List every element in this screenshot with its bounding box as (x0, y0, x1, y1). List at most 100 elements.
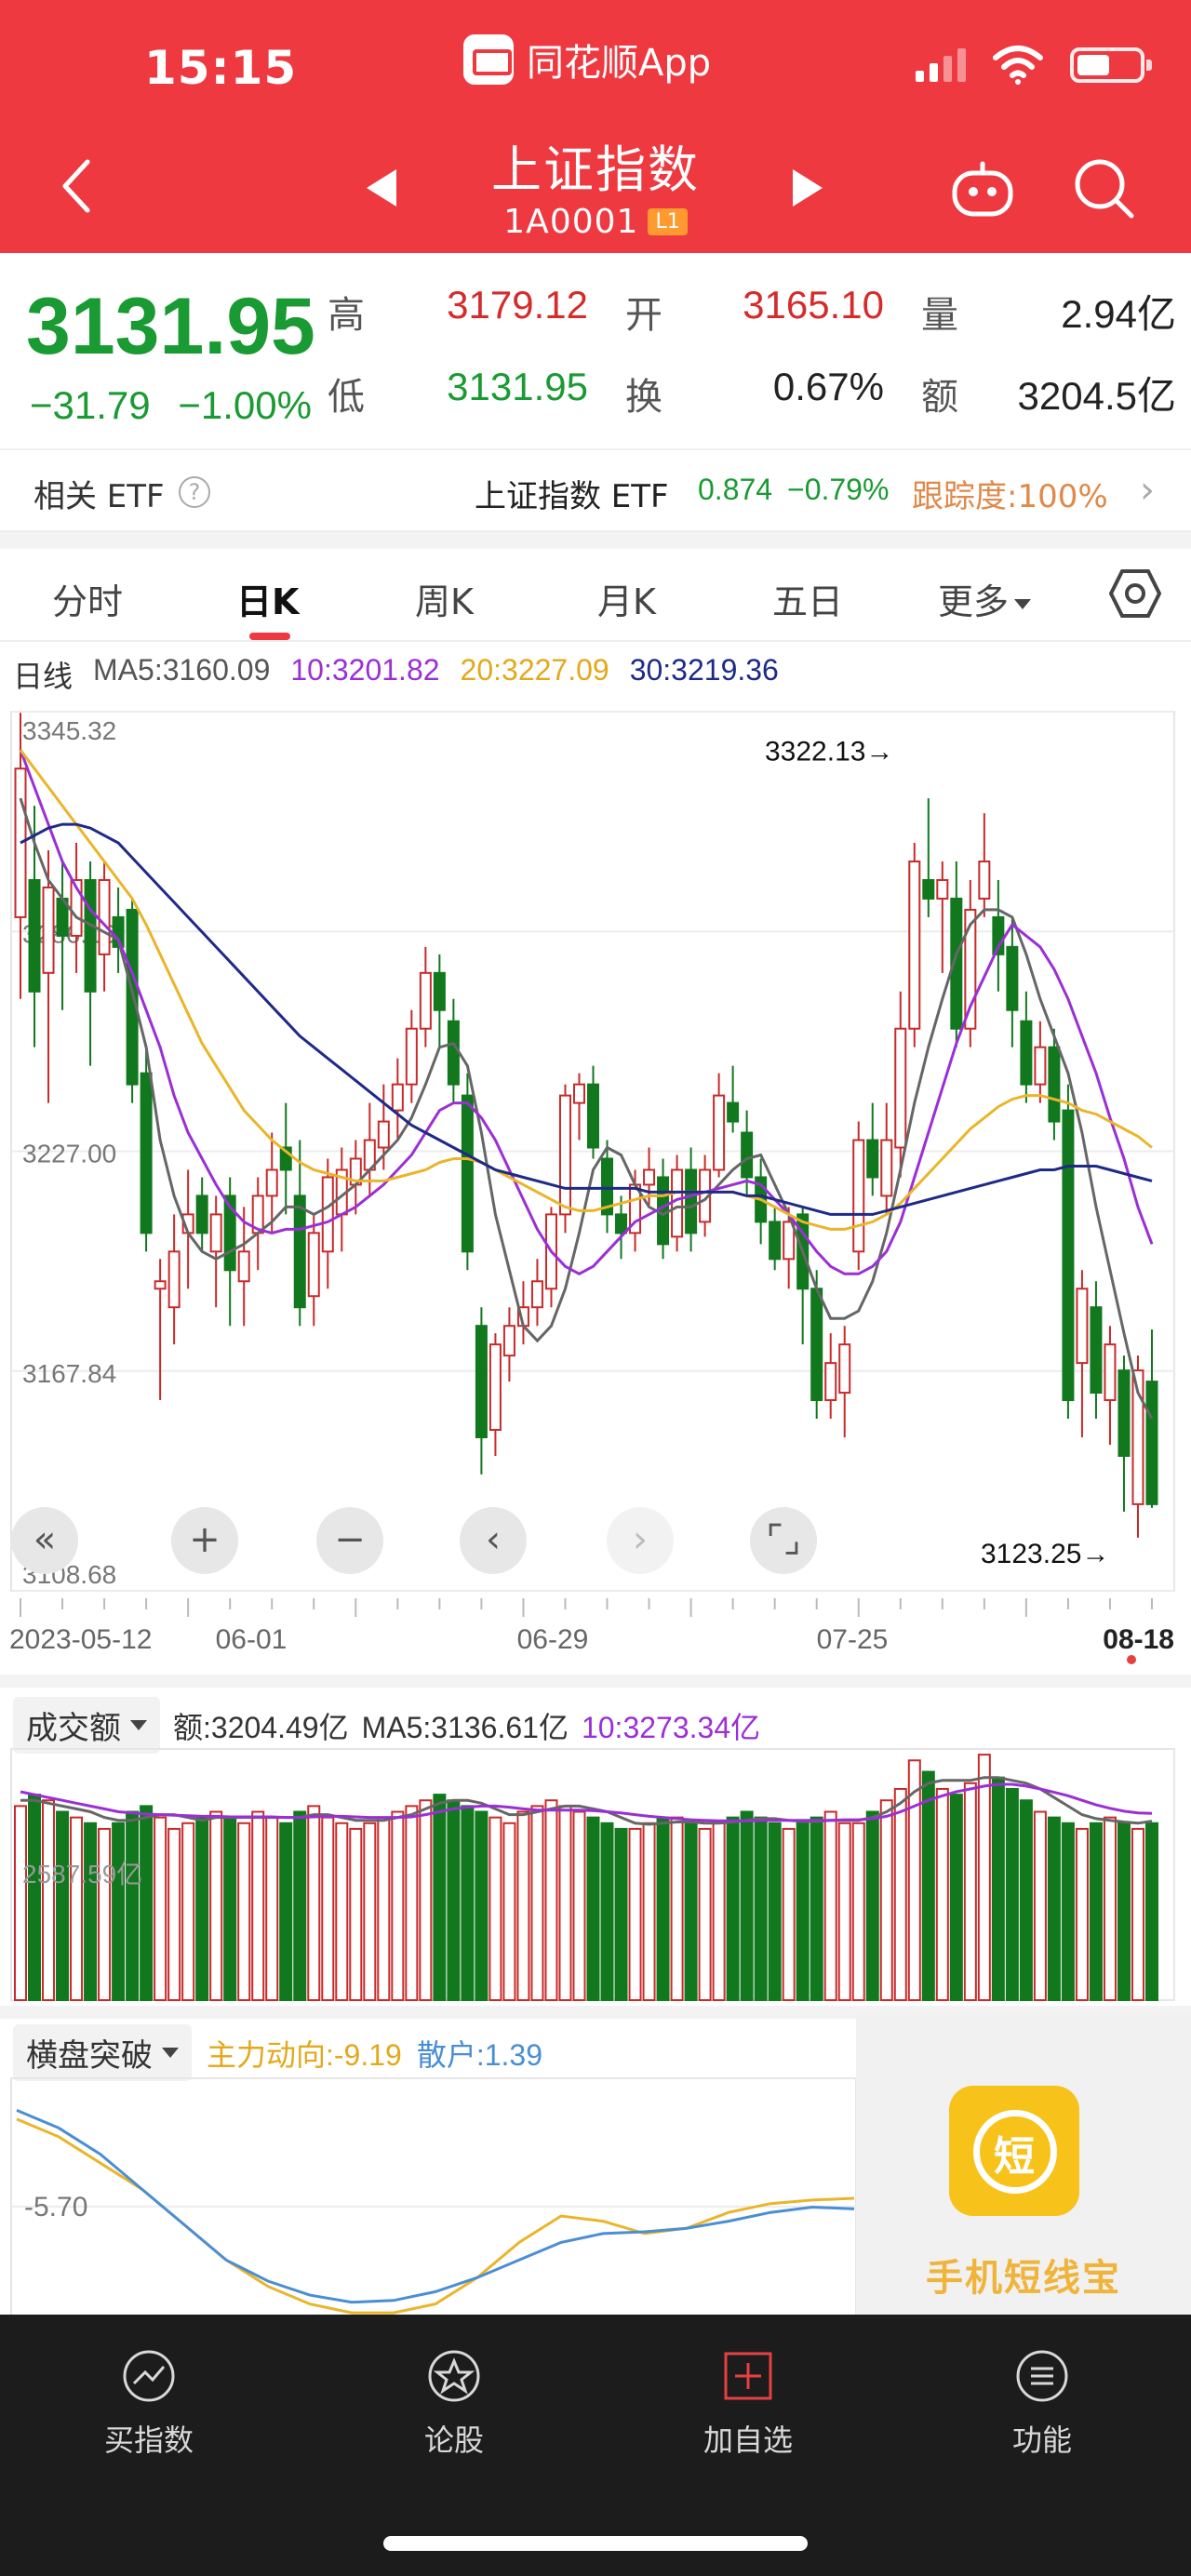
ma-line-ma20 (19, 749, 1153, 1231)
volume-bar (656, 1816, 670, 2001)
toolbar-button-bg (171, 1507, 238, 1574)
volume-indicator-select[interactable]: 成交额 (13, 1697, 160, 1754)
volume-bar (1019, 1799, 1033, 2002)
candlestick-chart[interactable]: 3345.323286.163227.003167.843108.683322.… (0, 698, 1191, 1665)
volume-bar (1103, 1816, 1117, 2001)
nav-forum-label: 论股 (423, 2423, 484, 2458)
x-axis-label: 06-01 (216, 1624, 288, 1655)
stock-code-row: 1A0001 L1 (0, 203, 1191, 241)
short-line-ad[interactable]: 短 手机短线宝 (856, 2015, 1191, 2331)
zoom-in-button[interactable]: + (171, 1507, 238, 1574)
low-annotation: 3123.25→ (981, 1539, 1109, 1569)
open-label: 开 (625, 294, 662, 337)
change-value: −31.79 (30, 383, 151, 427)
candle-body (713, 1094, 726, 1171)
tab-more[interactable]: 更多 (938, 573, 1032, 624)
quote-panel: 3131.95 −31.79 −1.00% 高 3179.12 低 3131.9… (0, 253, 1191, 448)
volume-bar (991, 1776, 1005, 2001)
main-force-line (16, 2117, 855, 2315)
nav-buy-index-label: 买指数 (103, 2423, 194, 2458)
search-icon[interactable] (1072, 156, 1135, 220)
volume-ma-line (20, 1782, 1153, 1822)
volume-header: 成交额 额:3204.49亿 MA5:3136.61亿 10:3273.34亿 (13, 1697, 760, 1754)
x-axis-label: 07-25 (817, 1624, 889, 1655)
toolbar-button-label: − (334, 1518, 366, 1561)
up-candle (391, 1058, 404, 1141)
volume-bar (475, 1810, 488, 2001)
down-candle (195, 1177, 208, 1252)
robot-assistant-icon[interactable] (949, 160, 1016, 220)
level-badge: L1 (648, 208, 688, 235)
volume-bar (1075, 1827, 1089, 2001)
volume-bar (349, 1827, 363, 2001)
fullscreen-button[interactable]: ⌜⌟ (750, 1507, 817, 1574)
up-candle (671, 1155, 684, 1252)
volume-bar (28, 1794, 42, 2002)
down-candle (1048, 1028, 1061, 1141)
ma20-value: 20:3227.09 (460, 653, 609, 687)
nav-add-watchlist[interactable]: 加自选 (655, 2348, 841, 2460)
up-candle (558, 1084, 571, 1234)
tab-five-day[interactable]: 五日 (772, 581, 844, 622)
open-value: 3165.10 (743, 283, 884, 327)
candle-body (42, 886, 55, 974)
volume-indicator-label: 成交额 (26, 1711, 121, 1746)
app-indicator[interactable]: 同花顺App (463, 32, 711, 87)
up-candle (838, 1326, 851, 1437)
candle-body (1006, 945, 1019, 1011)
volume-bar (544, 1799, 558, 2002)
tab-weekly-k[interactable]: 周K (415, 581, 474, 622)
up-candle (488, 1333, 502, 1456)
down-candle (461, 1073, 474, 1271)
turnover-label: 换 (625, 376, 662, 419)
up-candle (978, 813, 991, 917)
candle-body (1090, 1306, 1103, 1395)
candle-body (727, 1101, 740, 1123)
volume-bar (530, 1805, 544, 2002)
down-candle (810, 1270, 823, 1420)
down-candle (992, 879, 1005, 992)
indicator-frame (10, 2077, 857, 2326)
settings-hexagon-icon[interactable] (1109, 567, 1161, 620)
volume-chart[interactable]: 2587.59亿 (0, 1740, 1191, 2009)
volume-bar (768, 1822, 782, 2001)
related-etf-row[interactable]: 相关 ETF ? 上证指数 ETF 0.874 −0.79% 跟踪度:100% … (0, 448, 1191, 532)
prev-stock-button[interactable] (367, 169, 396, 207)
candle-body (237, 1250, 250, 1283)
tab-intraday[interactable]: 分时 (52, 581, 124, 622)
up-candle (167, 1214, 181, 1345)
volume-bar (237, 1822, 251, 2001)
toolbar-button-label: › (633, 1518, 648, 1561)
candle-body (502, 1325, 515, 1357)
toolbar-button-label: ⌜⌟ (766, 1518, 801, 1561)
next-stock-button[interactable] (793, 169, 823, 207)
candle-body (950, 897, 963, 1030)
volume-bar (265, 1816, 279, 2001)
nav-functions[interactable]: 功能 (949, 2348, 1135, 2460)
nav-forum[interactable]: 论股 (361, 2348, 547, 2460)
down-candle (56, 861, 69, 1010)
volume-bar (321, 1816, 335, 2001)
volume-bar (42, 1799, 56, 2002)
volume-bar (447, 1799, 461, 2002)
zoom-minus-button[interactable]: − (316, 1507, 383, 1574)
help-icon[interactable]: ? (179, 476, 210, 508)
candle-body (671, 1168, 684, 1238)
scroll-left-button[interactable]: ‹ (460, 1507, 527, 1574)
up-candle (572, 1073, 585, 1141)
tab-monthly-k[interactable]: 月K (597, 581, 656, 622)
up-candle (964, 879, 977, 1048)
candle-body (70, 878, 83, 937)
candle-body (852, 1139, 865, 1253)
indicator-select[interactable]: 横盘突破 (13, 2024, 192, 2081)
tab-daily-k[interactable]: 日K (236, 581, 300, 622)
candle-body (769, 1221, 782, 1261)
zoom-out-left-button[interactable]: « (11, 1507, 78, 1574)
nav-buy-index[interactable]: 买指数 (56, 2348, 242, 2460)
ad-logo-icon: 短 (949, 2086, 1079, 2216)
candle-body (741, 1131, 754, 1179)
toolbar-button-bg (607, 1507, 674, 1574)
back-button[interactable] (58, 158, 95, 214)
down-candle (475, 1307, 488, 1475)
scroll-right-button[interactable]: › (607, 1507, 674, 1574)
